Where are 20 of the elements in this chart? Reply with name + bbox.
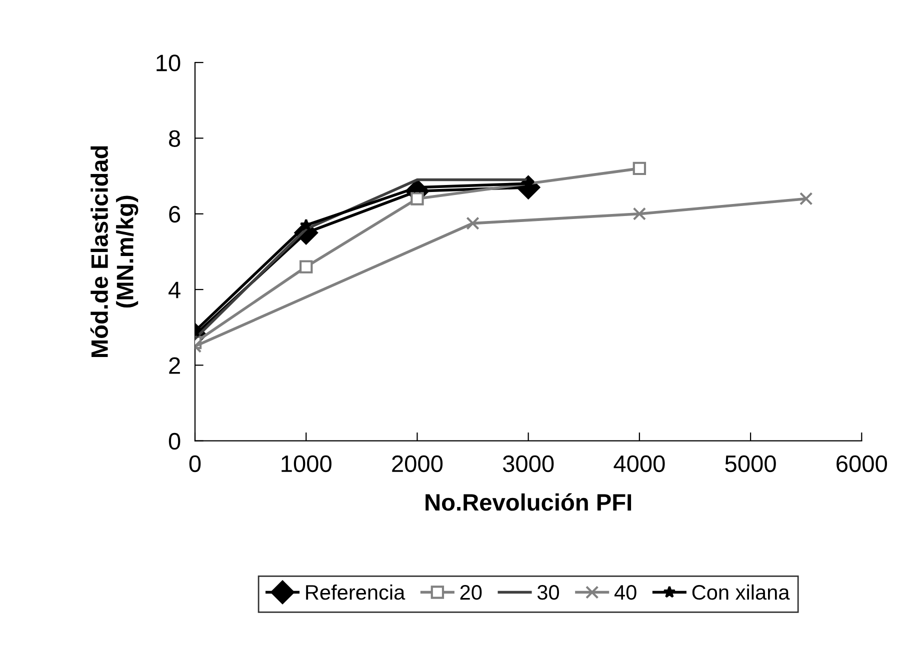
x-tick-label: 1000 bbox=[282, 455, 332, 472]
y-tick-label: 0 bbox=[168, 432, 180, 450]
x-tick-label: 4000 bbox=[614, 455, 665, 472]
y-tick-label: 8 bbox=[169, 130, 180, 147]
legend-label: Con xilana bbox=[692, 584, 790, 600]
x-tick-label: 6000 bbox=[836, 455, 887, 472]
legend-label: Referencia bbox=[306, 584, 406, 600]
y-tick-label: 6 bbox=[169, 206, 180, 223]
y-tick-label: 10 bbox=[156, 54, 180, 72]
x-tick-label: 2000 bbox=[392, 455, 443, 472]
y-tick-label: 4 bbox=[168, 282, 180, 298]
x-tick-label: 0 bbox=[189, 455, 201, 472]
y-axis-title: Mód.de Elasticidad (MN.m/kg) bbox=[90, 146, 138, 358]
legend-label: 20 bbox=[460, 585, 482, 600]
x-tick-label: 3000 bbox=[502, 455, 554, 472]
x-axis-title: No.Revolución PFI bbox=[426, 493, 632, 511]
legend-label: 30 bbox=[537, 585, 560, 600]
legend-label: 40 bbox=[614, 585, 636, 600]
x-tick-label: 5000 bbox=[725, 455, 776, 472]
y-tick-label: 2 bbox=[169, 357, 180, 374]
